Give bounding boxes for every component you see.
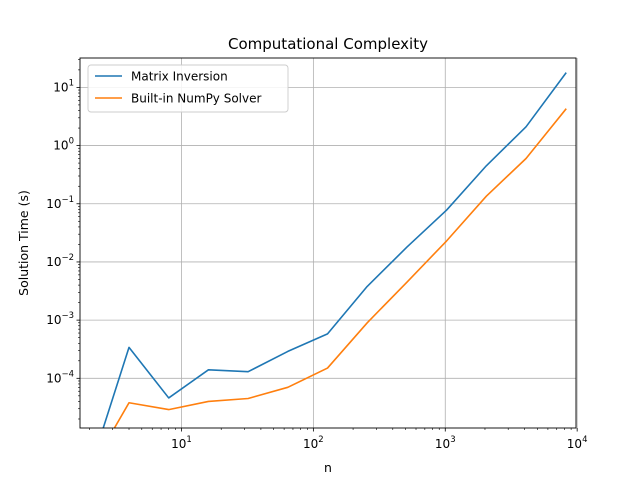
axes-spines [79,57,577,429]
series-line-2 [113,108,567,428]
y-tick-label-base: 10 [46,371,61,385]
y-tick-label-exponent: 1 [69,78,74,88]
y-axis-label: Solution Time (s) [16,190,31,296]
x-tick-label-exponent: 4 [582,435,587,445]
x-tick-label-base: 10 [435,437,450,451]
y-tick-label-exponent: −2 [61,253,74,263]
x-tick-label-base: 10 [567,437,582,451]
chart-title: Computational Complexity [228,35,428,53]
y-tick-label-base: 10 [46,313,61,327]
y-tick-label-base: 10 [46,255,61,269]
series-line-1 [102,72,567,428]
legend-box [87,64,289,113]
legend-label-2: Built-in NumPy Solver [131,92,261,106]
x-tick-label-exponent: 3 [450,435,455,445]
series-lines [102,72,567,428]
y-tick-label-base: 10 [53,80,68,94]
y-tick-label-base: 10 [53,139,68,153]
x-tick-label-base: 10 [303,437,318,451]
y-tick-label-base: 10 [46,197,61,211]
y-tick-label-exponent: 0 [69,137,74,147]
x-tick-label-exponent: 2 [318,435,323,445]
y-tick-label: 10−4 [46,369,74,385]
y-tick-label: 10−2 [46,253,74,269]
x-tick-label: 102 [303,435,324,451]
y-tick-label-exponent: −3 [61,311,74,321]
x-tick-label: 101 [171,435,192,451]
y-tick-label-exponent: −1 [61,195,74,205]
legend-label-1: Matrix Inversion [131,70,228,84]
y-tick-label: 10−3 [46,311,74,327]
x-axis-label: n [324,460,332,475]
axes-frame [79,57,577,429]
x-tick-label-base: 10 [171,437,186,451]
x-tick-label: 104 [567,435,588,451]
y-tick-label: 10−1 [46,195,74,211]
y-tick-label: 100 [53,137,74,153]
x-tick-label: 103 [435,435,456,451]
y-tick-label: 101 [53,78,74,94]
legend: Matrix Inversion Built-in NumPy Solver [87,64,289,113]
x-tick-label-exponent: 1 [186,435,191,445]
y-tick-label-exponent: −4 [61,369,74,379]
